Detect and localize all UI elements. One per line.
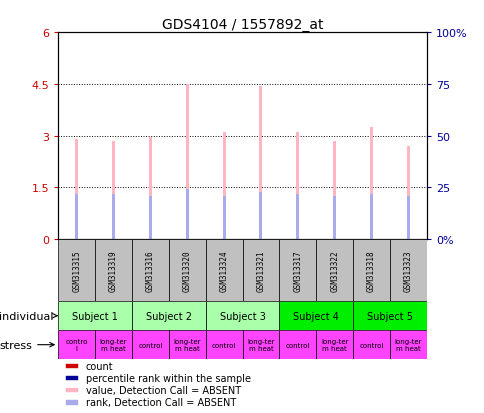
Bar xyxy=(65,364,78,368)
Bar xyxy=(316,240,352,301)
Text: GSM313323: GSM313323 xyxy=(403,250,412,291)
Bar xyxy=(132,330,168,359)
Text: GSM313319: GSM313319 xyxy=(109,250,118,291)
Bar xyxy=(242,240,279,301)
Bar xyxy=(333,196,335,240)
Bar xyxy=(406,196,409,240)
Bar xyxy=(222,196,225,240)
Bar xyxy=(296,194,299,240)
Bar xyxy=(222,133,225,240)
Text: Subject 4: Subject 4 xyxy=(293,311,338,321)
Text: percentile rank within the sample: percentile rank within the sample xyxy=(86,373,250,383)
Bar xyxy=(205,240,242,301)
Text: contro
l: contro l xyxy=(65,338,88,351)
Text: long-ter
m heat: long-ter m heat xyxy=(320,338,348,351)
Bar xyxy=(259,86,262,240)
Bar xyxy=(95,330,132,359)
Bar xyxy=(389,330,426,359)
Bar xyxy=(279,240,316,301)
Bar xyxy=(58,301,132,330)
Text: count: count xyxy=(86,361,113,371)
Text: Subject 5: Subject 5 xyxy=(366,311,412,321)
Bar xyxy=(185,190,188,240)
Text: control: control xyxy=(138,342,162,348)
Text: long-ter
m heat: long-ter m heat xyxy=(100,338,127,351)
Bar xyxy=(352,301,426,330)
Bar xyxy=(65,400,78,405)
Text: long-ter
m heat: long-ter m heat xyxy=(173,338,200,351)
Bar xyxy=(279,330,316,359)
Bar xyxy=(149,138,151,240)
Text: Subject 2: Subject 2 xyxy=(146,311,191,321)
Text: Subject 1: Subject 1 xyxy=(72,311,118,321)
Bar xyxy=(259,192,262,240)
Text: GSM313316: GSM313316 xyxy=(146,250,154,291)
Text: control: control xyxy=(359,342,383,348)
Bar xyxy=(132,301,205,330)
Text: GSM313315: GSM313315 xyxy=(72,250,81,291)
Bar xyxy=(185,85,188,240)
Text: GSM313320: GSM313320 xyxy=(182,250,191,291)
Bar xyxy=(58,240,95,301)
Text: control: control xyxy=(212,342,236,348)
Bar xyxy=(205,301,279,330)
Bar xyxy=(205,330,242,359)
Text: GSM313321: GSM313321 xyxy=(256,250,265,291)
Bar xyxy=(65,388,78,392)
Text: rank, Detection Call = ABSENT: rank, Detection Call = ABSENT xyxy=(86,397,236,407)
Title: GDS4104 / 1557892_at: GDS4104 / 1557892_at xyxy=(162,18,322,32)
Bar xyxy=(389,240,426,301)
Text: GSM313318: GSM313318 xyxy=(366,250,375,291)
Text: long-ter
m heat: long-ter m heat xyxy=(247,338,274,351)
Text: Subject 3: Subject 3 xyxy=(219,311,265,321)
Bar xyxy=(279,301,352,330)
Text: GSM313324: GSM313324 xyxy=(219,250,228,291)
Text: control: control xyxy=(285,342,309,348)
Bar xyxy=(369,128,372,240)
Bar xyxy=(352,240,389,301)
Bar xyxy=(132,240,168,301)
Bar xyxy=(352,330,389,359)
Bar xyxy=(369,194,372,240)
Text: GSM313322: GSM313322 xyxy=(330,250,338,291)
Bar xyxy=(95,240,132,301)
Bar xyxy=(58,330,95,359)
Bar xyxy=(112,142,115,240)
Bar xyxy=(65,376,78,380)
Text: GSM313317: GSM313317 xyxy=(293,250,302,291)
Bar xyxy=(168,240,205,301)
Text: value, Detection Call = ABSENT: value, Detection Call = ABSENT xyxy=(86,385,241,395)
Bar xyxy=(406,147,409,240)
Bar xyxy=(242,330,279,359)
Bar xyxy=(112,194,115,240)
Text: long-ter
m heat: long-ter m heat xyxy=(394,338,421,351)
Bar xyxy=(75,194,78,240)
Bar xyxy=(316,330,352,359)
Text: stress: stress xyxy=(0,340,54,350)
Bar xyxy=(149,196,151,240)
Bar xyxy=(75,140,78,240)
Text: individual: individual xyxy=(0,311,57,321)
Bar xyxy=(168,330,205,359)
Bar xyxy=(296,133,299,240)
Bar xyxy=(333,142,335,240)
